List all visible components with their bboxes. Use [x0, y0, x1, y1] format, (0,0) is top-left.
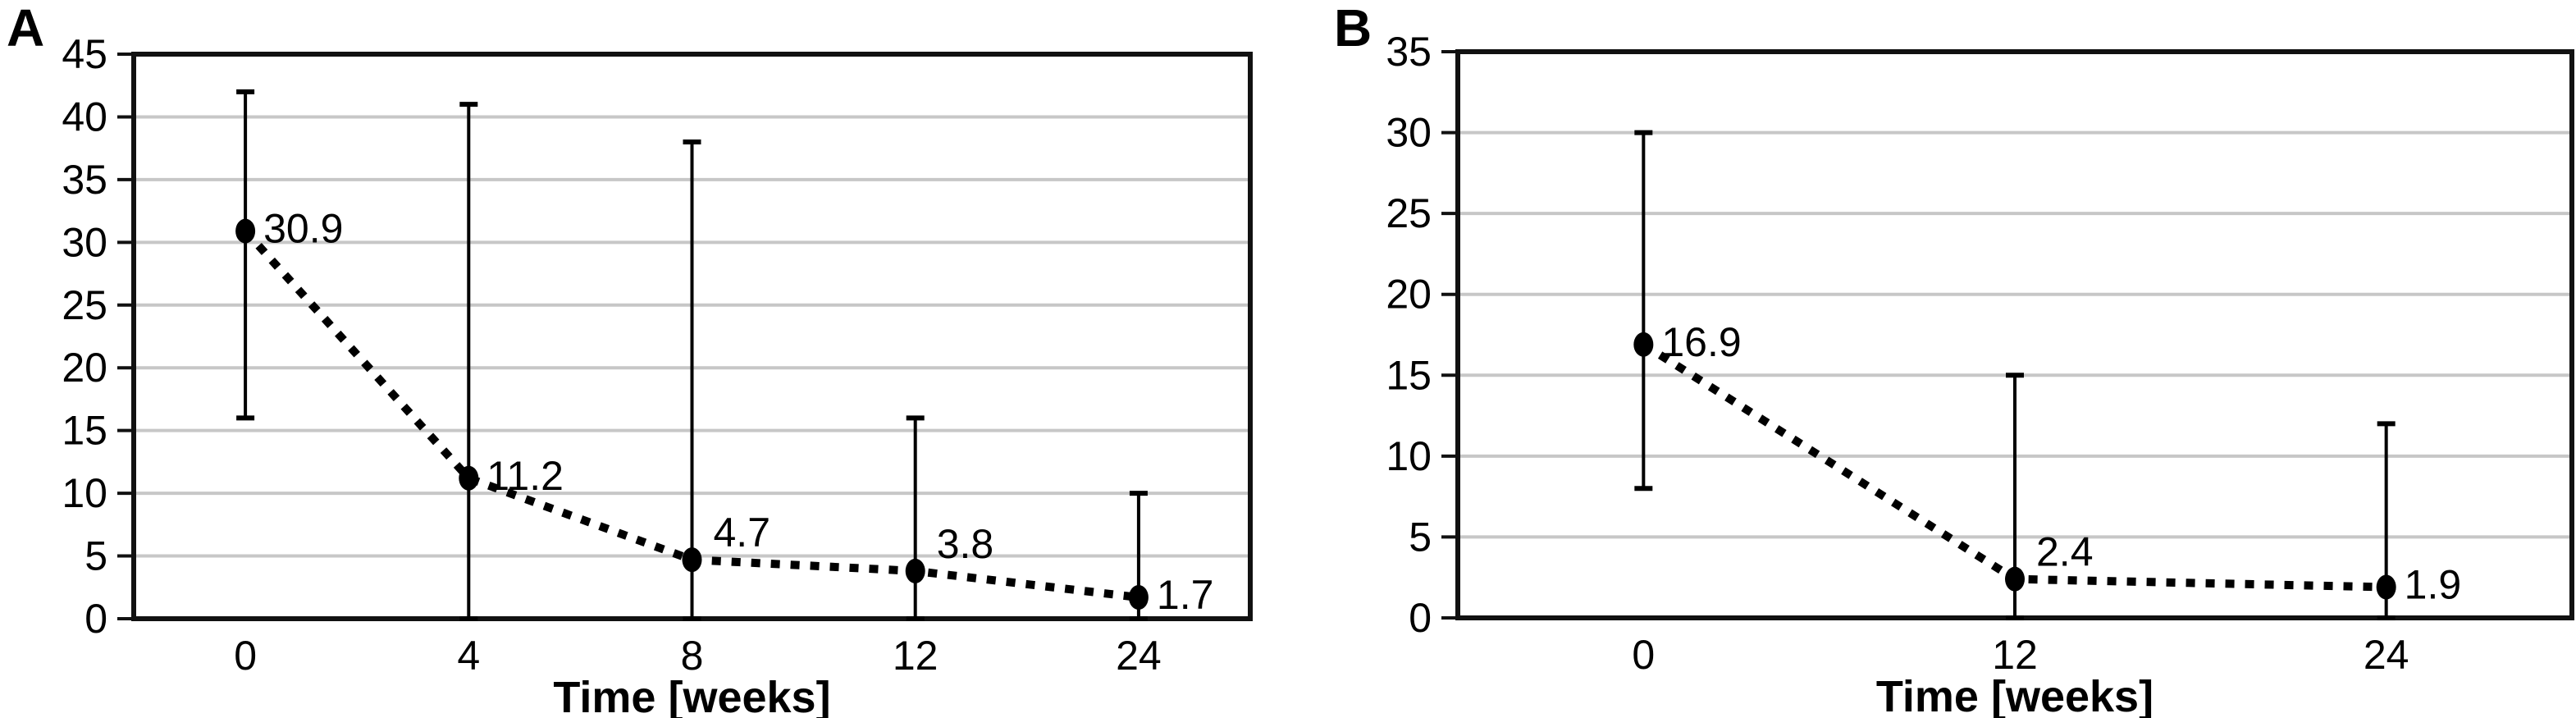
y-tick-label: 25: [1386, 190, 1432, 236]
data-point: [682, 547, 702, 573]
data-point: [459, 465, 479, 491]
y-tick-label: 25: [62, 282, 107, 328]
y-tick-label: 5: [1409, 514, 1432, 560]
panel-a-label: A: [7, 0, 45, 57]
data-point-label: 1.7: [1157, 572, 1214, 618]
x-tick-label: 12: [1992, 632, 2038, 678]
data-point-label: 1.9: [2405, 562, 2462, 608]
data-point: [235, 218, 256, 244]
y-tick-label: 35: [1386, 29, 1432, 75]
data-point-label: 2.4: [2036, 529, 2094, 575]
x-tick-label: 24: [1116, 633, 1162, 679]
x-tick-label: 8: [681, 633, 704, 679]
data-point-label: 4.7: [714, 510, 771, 556]
panel-b-chart: 0 5 10 15 20 25 30 35 0 12 24 Time [weeks] 16.9 2.4 1.…: [1386, 29, 2574, 718]
x-tick-label: 0: [1632, 632, 1655, 678]
data-point-label: 30.9: [263, 206, 343, 252]
y-tick-label: 5: [84, 533, 107, 579]
panel-b: B 0 5 10 15 20 25 30 35 0 12 24 Time [weeks] 16.9 2.4…: [1288, 0, 2576, 718]
y-tick-label: 40: [62, 94, 107, 139]
data-line: [242, 228, 1140, 601]
panel-a: A 0 5 10 15 20 25 30 35 40 45 0 4 8 12 24 Time [weeks] 3…: [7, 0, 1253, 718]
data-point-label: 3.8: [937, 521, 994, 567]
panel-a-chart: 0 5 10 15 20 25 30 35 40 45 0 4 8 12 24 Time [weeks] 30.…: [62, 31, 1253, 718]
y-tick-label: 45: [62, 31, 107, 77]
y-tick-label: 30: [62, 219, 107, 265]
x-tick-label: 24: [2364, 632, 2409, 678]
data-point: [1633, 332, 1654, 357]
y-tick-label: 30: [1386, 110, 1432, 156]
y-tick-label: 0: [84, 596, 107, 642]
y-tick-label: 15: [1386, 352, 1432, 398]
y-tick-label: 0: [1409, 595, 1432, 641]
data-point: [1128, 585, 1149, 611]
data-point: [2376, 574, 2396, 600]
data-point: [2005, 566, 2025, 592]
panel-b-label: B: [1334, 0, 1372, 57]
data-point-label: 11.2: [486, 453, 564, 499]
y-tick-label: 10: [62, 470, 107, 516]
y-tick-label: 10: [1386, 433, 1432, 479]
x-axis-title: Time [weeks]: [553, 673, 830, 718]
data-point-label: 16.9: [1661, 319, 1741, 365]
y-tick-label: 15: [62, 408, 107, 454]
data-point: [905, 558, 925, 583]
x-tick-label: 0: [234, 633, 257, 679]
x-tick-label: 12: [893, 633, 939, 679]
x-axis-title: Time [weeks]: [1876, 672, 2154, 718]
x-tick-label: 4: [457, 633, 480, 679]
y-tick-label: 35: [62, 157, 107, 203]
y-tick-label: 20: [62, 345, 107, 391]
y-tick-label: 20: [1386, 272, 1432, 318]
